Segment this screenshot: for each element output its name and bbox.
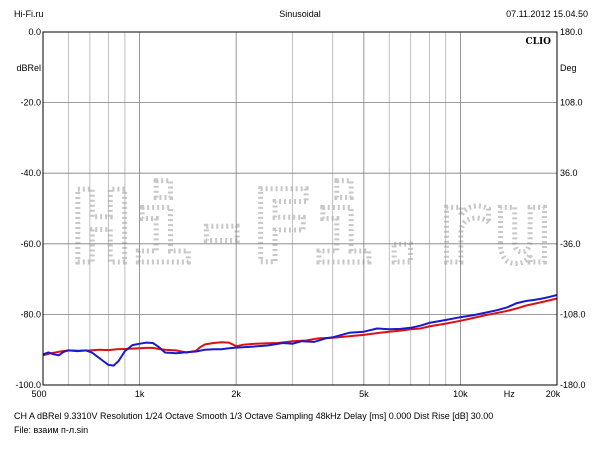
- y-tick-label: -80.0: [20, 309, 41, 319]
- file-name: File: взаим п-л.sin: [14, 425, 89, 435]
- y2-axis-unit: Deg: [560, 63, 577, 73]
- y2-tick-label: -36.0: [560, 239, 581, 249]
- y-tick-label: 0.0: [28, 27, 41, 37]
- y-tick-label: -40.0: [20, 168, 41, 178]
- y-tick-label: -60.0: [20, 239, 41, 249]
- plot-border: [42, 31, 558, 386]
- y2-tick-label: 180.0: [560, 27, 583, 37]
- brand-logo: CLIO: [525, 37, 551, 47]
- x-tick-label: 20k: [546, 389, 561, 399]
- y2-tick-label: 36.0: [560, 168, 578, 178]
- x-tick-label: 5k: [359, 389, 369, 399]
- measurement-type: Sinusoidal: [279, 9, 321, 19]
- y-axis-unit: dBRel: [16, 63, 41, 73]
- y2-tick-label: -180.0: [560, 380, 586, 390]
- y-tick-label: -100.0: [15, 380, 41, 390]
- y-tick-label: -20.0: [20, 98, 41, 108]
- axis-labels: 0.0 -20.0 -40.0 -60.0 -80.0 -100.0 180.0 108.0 3…: [15, 27, 585, 399]
- app-name: Hi-Fi.ru: [14, 9, 44, 19]
- measurement-settings: CH A dBRel 9.3310V Resolution 1/24 Octav…: [14, 411, 494, 421]
- series-group: [42, 294, 558, 367]
- x-tick-label: 500: [31, 389, 46, 399]
- x-axis-unit: Hz: [504, 389, 515, 399]
- x-tick-label: 2k: [231, 389, 241, 399]
- timestamp: 07.11.2012 15.04.50: [506, 9, 588, 19]
- series-line-2: [42, 294, 558, 367]
- y2-tick-label: 108.0: [560, 98, 583, 108]
- x-tick-label: 10k: [453, 389, 468, 399]
- y2-tick-label: -108.0: [560, 309, 586, 319]
- series-line-1: [42, 297, 558, 357]
- x-tick-label: 1k: [135, 389, 145, 399]
- watermark-text: Hi-Fi.ru: [71, 169, 553, 286]
- watermark: Hi-Fi.ru: [69, 167, 556, 289]
